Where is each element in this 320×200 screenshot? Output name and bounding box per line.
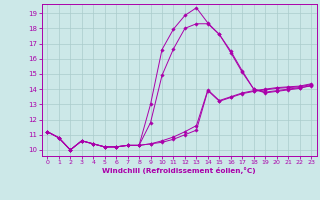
- X-axis label: Windchill (Refroidissement éolien,°C): Windchill (Refroidissement éolien,°C): [102, 167, 256, 174]
